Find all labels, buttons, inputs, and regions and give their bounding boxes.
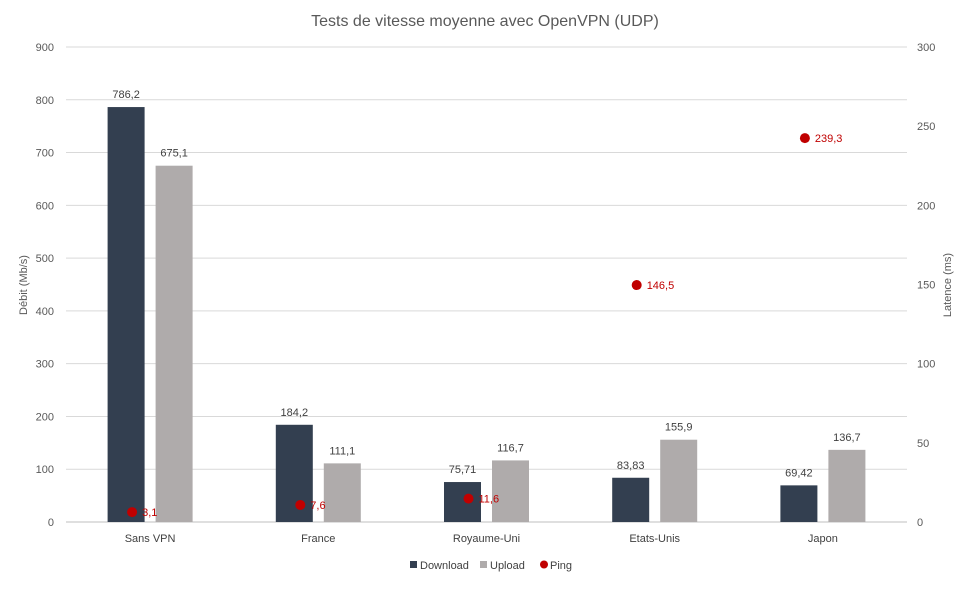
y-right-tick-label: 150 xyxy=(917,280,935,292)
data-label-ping: 11,6 xyxy=(479,494,500,506)
x-category-label: Japon xyxy=(808,533,838,545)
y-left-tick-label: 500 xyxy=(36,253,54,265)
bar-download xyxy=(780,485,818,522)
data-label-upload: 675,1 xyxy=(160,148,188,160)
data-label-download: 75,71 xyxy=(449,464,477,476)
legend-item-ping: Ping xyxy=(540,560,572,572)
y-right-tick-label: 100 xyxy=(917,359,935,371)
y-left-tick-label: 100 xyxy=(36,464,54,476)
y-axis-right-ticks: 0 50 100 150 200 250 300 xyxy=(917,42,935,529)
y-axis-right-title: Latence (ms) xyxy=(942,253,954,317)
data-label-ping: 239,3 xyxy=(815,133,843,145)
y-left-tick-label: 800 xyxy=(36,95,54,107)
data-label-download: 786,2 xyxy=(112,89,140,101)
x-category-label: Etats-Unis xyxy=(629,533,680,545)
y-right-tick-label: 250 xyxy=(917,121,935,133)
x-axis-categories: Sans VPN France Royaume-Uni Etats-Unis Japon xyxy=(125,533,838,545)
y-left-tick-label: 400 xyxy=(36,306,54,318)
legend: Download Upload Ping xyxy=(410,560,572,572)
data-label-download: 83,83 xyxy=(617,460,645,472)
y-right-tick-label: 50 xyxy=(917,438,929,450)
data-label-ping: 3,1 xyxy=(142,507,157,519)
legend-swatch xyxy=(540,560,548,569)
data-label-upload: 116,7 xyxy=(497,442,524,454)
y-left-tick-label: 900 xyxy=(36,42,54,54)
x-category-label: Sans VPN xyxy=(125,533,176,545)
bar-upload xyxy=(660,439,698,522)
x-category-label: Royaume-Uni xyxy=(453,533,520,545)
legend-item-upload: Upload xyxy=(480,560,525,572)
bars xyxy=(107,107,866,523)
ping-point xyxy=(463,493,474,504)
legend-swatch xyxy=(480,561,487,568)
x-category-label: France xyxy=(301,533,335,545)
ping-point xyxy=(295,499,306,510)
data-label-upload: 155,9 xyxy=(665,422,693,434)
data-label-ping: 146,5 xyxy=(647,280,675,292)
ping-point xyxy=(799,133,810,144)
y-right-tick-label: 300 xyxy=(917,42,935,54)
bar-upload xyxy=(155,165,193,523)
bar-upload xyxy=(323,463,361,522)
legend-swatch xyxy=(410,561,417,568)
data-labels: 786,2 675,1 3,1 184,2 111,1 7,6 75,71 116,7 11,6… xyxy=(112,89,860,519)
ping-points xyxy=(127,133,810,518)
ping-point xyxy=(631,280,642,291)
y-left-tick-label: 600 xyxy=(36,200,54,212)
bar-download xyxy=(444,482,481,522)
bar-download xyxy=(107,107,145,523)
data-label-upload: 111,1 xyxy=(329,445,355,457)
y-right-tick-label: 0 xyxy=(917,517,923,529)
chart-title: Tests de vitesse moyenne avec OpenVPN (U… xyxy=(311,13,659,30)
y-axis-left-ticks: 0 100 200 300 400 500 600 700 800 900 xyxy=(36,42,54,529)
bar-upload xyxy=(828,449,866,522)
legend-item-download: Download xyxy=(410,560,469,572)
legend-label: Download xyxy=(420,560,469,572)
y-right-tick-label: 200 xyxy=(917,200,935,212)
data-label-upload: 136,7 xyxy=(833,432,861,444)
y-left-tick-label: 200 xyxy=(36,411,54,423)
bar-upload xyxy=(492,460,529,522)
ping-point xyxy=(127,507,138,518)
y-left-tick-label: 300 xyxy=(36,359,54,371)
legend-label: Upload xyxy=(490,560,525,572)
data-label-ping: 7,6 xyxy=(310,500,325,512)
gridlines xyxy=(66,46,907,523)
data-label-download: 184,2 xyxy=(281,407,309,419)
bar-download xyxy=(275,424,313,522)
data-label-download: 69,42 xyxy=(785,467,813,479)
y-axis-left-title: Débit (Mb/s) xyxy=(18,255,30,315)
y-left-tick-label: 700 xyxy=(36,148,54,160)
bar-download xyxy=(612,477,650,522)
y-left-tick-label: 0 xyxy=(48,517,54,529)
legend-label: Ping xyxy=(550,560,572,572)
